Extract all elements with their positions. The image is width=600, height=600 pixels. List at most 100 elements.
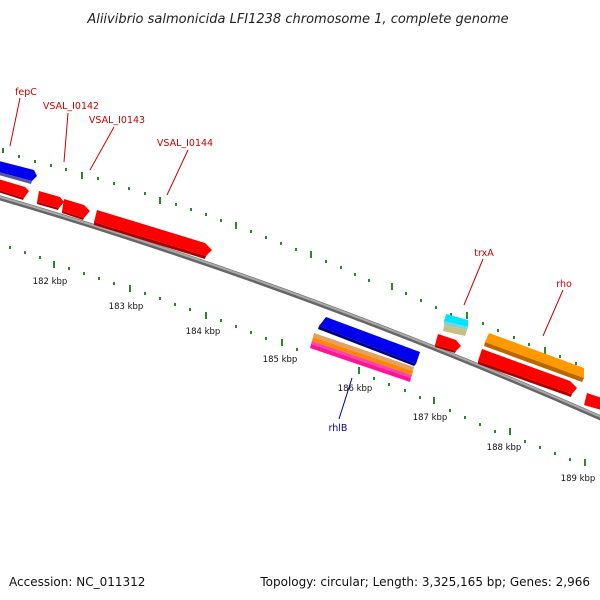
tick-mark [83, 272, 85, 275]
gene-rhlB[interactable] [318, 317, 420, 366]
tick-mark [190, 208, 192, 211]
tick-mark [405, 292, 407, 295]
tick-mark [528, 343, 530, 346]
tick-mark [159, 197, 161, 204]
gene-left-forward[interactable] [0, 178, 29, 200]
tick-mark [368, 279, 370, 282]
tick-mark [404, 389, 406, 392]
tick-mark [189, 308, 191, 311]
tick-mark [296, 348, 298, 351]
tick-mark [419, 396, 421, 399]
gene-vsal-i0142[interactable] [37, 191, 64, 210]
kbp-label: 183 kbp [109, 302, 144, 312]
kbp-labels: 182 kbp 183 kbp 184 kbp 185 kbp 186 kbp … [33, 277, 596, 484]
gene-right-forward-long[interactable] [478, 349, 577, 397]
leader-rhlB [338, 377, 353, 420]
gene-right-small-forward[interactable] [435, 334, 461, 353]
tick-mark [513, 336, 515, 339]
tick-mark-major [129, 285, 131, 292]
tick-mark [34, 160, 36, 163]
tick-mark-major [584, 459, 586, 466]
leader-trxA [463, 258, 484, 306]
tick-mark [18, 155, 20, 158]
tick-mark-major [358, 367, 360, 374]
tick-mark [554, 452, 556, 455]
kbp-label: 189 kbp [561, 474, 596, 484]
tick-mark [420, 299, 422, 302]
map-title: Aliivibrio salmonicida LFI1238 chromosom… [86, 12, 508, 27]
leader-fepC [9, 97, 21, 147]
tick-mark [295, 248, 297, 251]
tick-mark [435, 306, 437, 309]
tick-mark [575, 362, 577, 365]
kbp-label: 188 kbp [487, 443, 522, 453]
label-vsal-i0143: VSAL_I0143 [89, 115, 145, 126]
tick-mark [569, 458, 571, 461]
gene-rho[interactable] [484, 333, 584, 382]
gene-edge-forward[interactable] [584, 393, 600, 411]
genome-backbone [0, 195, 600, 421]
tick-mark [265, 236, 267, 239]
tick-mark [539, 446, 541, 449]
tick-mark-major [281, 339, 283, 346]
tick-mark [98, 277, 100, 280]
gene-vsal-i0143[interactable] [62, 199, 90, 220]
genome-summary-text: Topology: circular; Length: 3,325,165 bp… [259, 575, 590, 589]
tick-mark [175, 203, 177, 206]
leader-vsal-i0143 [89, 126, 115, 171]
label-fepC: fepC [15, 87, 37, 98]
kbp-label: 186 kbp [338, 384, 373, 394]
tick-mark [39, 256, 41, 259]
tick-mark [220, 319, 222, 322]
tick-mark [235, 222, 237, 229]
tick-mark-major [53, 261, 55, 268]
tick-mark [373, 377, 375, 380]
tick-mark [81, 172, 83, 179]
tick-mark [544, 347, 546, 354]
leader-rho [542, 289, 564, 337]
tick-mark-major [205, 312, 207, 319]
tick-mark [50, 164, 52, 167]
tick-mark [450, 313, 452, 316]
gene-trxA[interactable] [443, 314, 468, 336]
tick-mark [113, 282, 115, 285]
tick-mark [391, 283, 393, 290]
gene-fepC[interactable] [0, 160, 37, 184]
leader-lines [9, 97, 564, 420]
tick-mark [280, 242, 282, 245]
label-trxA: trxA [474, 248, 494, 259]
tick-mark [113, 182, 115, 185]
tick-mark [482, 322, 484, 325]
tick-mark [250, 331, 252, 334]
accession-text: Accession: NC_011312 [9, 575, 145, 589]
tick-mark [250, 230, 252, 233]
tick-mark-major [509, 428, 511, 435]
tick-mark [220, 219, 222, 222]
tick-mark [174, 303, 176, 306]
tick-mark [325, 260, 327, 263]
gene-orange-stripes [310, 333, 414, 382]
tick-mark [497, 329, 499, 332]
tick-mark [449, 409, 451, 412]
tick-mark [24, 251, 26, 254]
leader-vsal-i0144 [166, 149, 189, 196]
tick-mark [97, 177, 99, 180]
kbp-label: 182 kbp [33, 277, 68, 287]
label-rho: rho [556, 279, 572, 290]
tick-mark [388, 383, 390, 386]
tick-mark [235, 325, 237, 328]
tick-mark [464, 416, 466, 419]
gene-labels: fepC VSAL_I0142 VSAL_I0143 VSAL_I0144 tr… [15, 87, 572, 434]
tick-mark [144, 192, 146, 195]
leader-vsal-i0142 [63, 112, 69, 163]
tick-mark [354, 273, 356, 276]
tick-mark [340, 266, 342, 269]
gene-vsal-i0144[interactable] [94, 210, 212, 259]
tick-mark [144, 292, 146, 295]
tick-mark [2, 148, 4, 153]
tick-mark [466, 312, 468, 319]
tick-mark [494, 430, 496, 433]
tick-mark [559, 355, 561, 358]
tick-mark [9, 246, 11, 249]
